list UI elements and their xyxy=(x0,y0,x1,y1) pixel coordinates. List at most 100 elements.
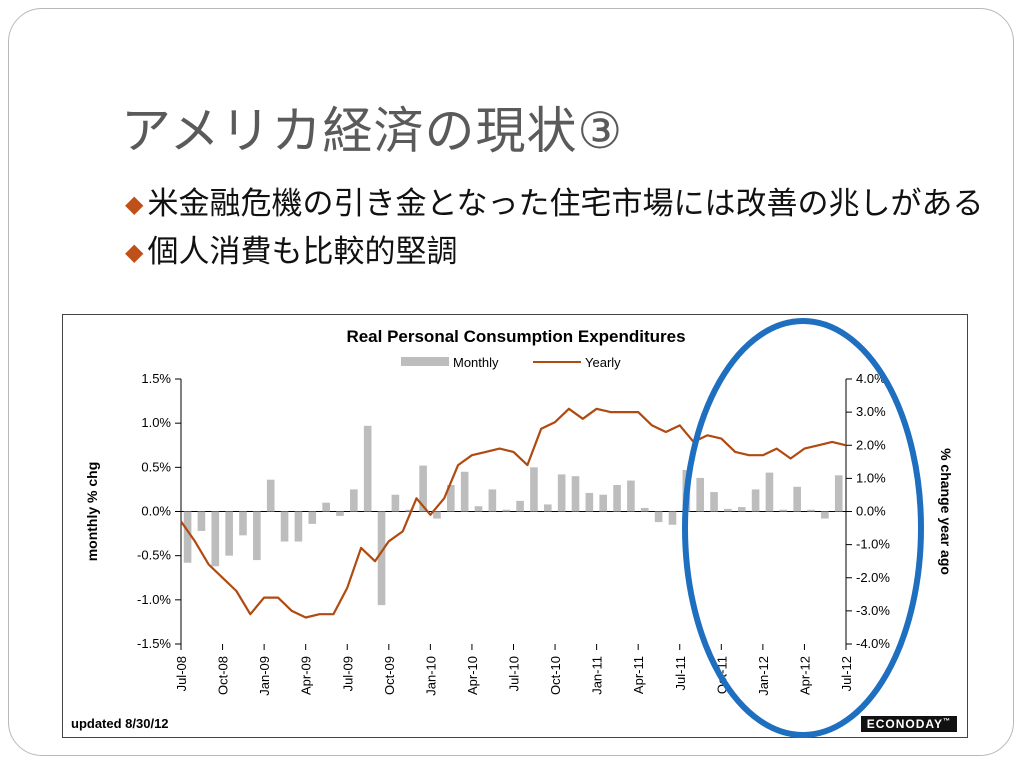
left-tick-label: 0.0% xyxy=(141,504,171,519)
x-tick-label: Jan-09 xyxy=(257,656,272,696)
x-tick-label: Jan-12 xyxy=(756,656,771,696)
left-tick-label: -1.5% xyxy=(137,636,171,651)
chart-title: Real Personal Consumption Expenditures xyxy=(346,327,685,346)
legend-swatch-monthly xyxy=(401,357,449,366)
bullet-text: 米金融危機の引き金となった住宅市場には改善の兆しがある xyxy=(147,186,984,222)
bar-monthly xyxy=(474,506,483,512)
bar-monthly xyxy=(211,511,220,567)
bar-monthly xyxy=(543,504,552,512)
bar-monthly xyxy=(627,480,635,512)
bar-monthly xyxy=(530,467,538,512)
right-tick-label: 0.0% xyxy=(856,504,886,519)
chart-footnote: updated 8/30/12 xyxy=(71,716,169,731)
right-tick-label: 4.0% xyxy=(856,371,886,386)
bar-monthly xyxy=(488,489,497,512)
x-tick-label: Jul-11 xyxy=(673,656,688,690)
line-yearly xyxy=(180,407,847,619)
bar-monthly xyxy=(613,485,621,512)
pce-chart: Real Personal Consumption Expenditures Mo… xyxy=(84,318,954,738)
right-tick-label: -1.0% xyxy=(856,537,890,552)
bar-monthly xyxy=(308,511,317,524)
y-axis-label-left: monthly % chg xyxy=(84,462,100,562)
left-tick-label: 1.0% xyxy=(141,415,171,430)
y-axis-label-right: % change year ago xyxy=(938,448,954,575)
left-tick-label: 0.5% xyxy=(141,459,171,474)
bar-monthly xyxy=(516,500,524,512)
bullet-text: 個人消費も比較的堅調 xyxy=(147,234,458,270)
bar-monthly xyxy=(460,471,469,512)
x-tick-label: Jan-11 xyxy=(590,656,605,695)
bar-monthly xyxy=(253,511,261,561)
right-tick-label: 1.0% xyxy=(856,470,886,485)
bar-monthly xyxy=(599,494,608,512)
diamond-bullet-icon: ◆ xyxy=(125,190,144,218)
diamond-bullet-icon: ◆ xyxy=(125,238,144,266)
right-tick-label: 2.0% xyxy=(856,437,886,452)
highlight-ellipse xyxy=(682,318,924,738)
bullet-item: ◆ 米金融危機の引き金となった住宅市場には改善の兆しがある xyxy=(125,185,995,223)
right-tick-label: -4.0% xyxy=(856,636,890,651)
legend-label-yearly: Yearly xyxy=(585,355,621,370)
bar-monthly xyxy=(502,509,511,512)
logo-trademark: ™ xyxy=(943,718,951,725)
bar-monthly xyxy=(447,485,455,512)
bar-monthly xyxy=(197,511,206,531)
left-tick-label: -1.0% xyxy=(137,592,171,607)
bar-monthly xyxy=(183,511,192,563)
x-tick-label: Oct-10 xyxy=(548,656,563,695)
bar-monthly xyxy=(239,511,247,536)
bar-monthly xyxy=(225,511,233,556)
x-tick-label: Oct-08 xyxy=(216,656,231,695)
bar-monthly xyxy=(419,465,427,512)
slide-title: アメリカ経済の現状③ xyxy=(121,102,624,160)
x-tick-label: Apr-10 xyxy=(465,656,480,695)
bar-monthly xyxy=(751,489,760,512)
x-tick-label: Jul-12 xyxy=(839,656,854,691)
bar-monthly xyxy=(724,508,732,512)
bar-monthly xyxy=(350,489,358,512)
left-tick-label: -0.5% xyxy=(137,548,171,563)
left-tick-label: 1.5% xyxy=(141,371,171,386)
x-tick-label: Apr-12 xyxy=(797,656,812,695)
bar-monthly xyxy=(266,479,275,512)
x-tick-label: Jan-10 xyxy=(423,656,438,696)
bullet-item: ◆ 個人消費も比較的堅調 xyxy=(125,233,995,271)
econoday-logo: ECONODAY™ xyxy=(860,716,957,732)
bar-monthly xyxy=(336,511,344,516)
bar-monthly xyxy=(737,507,746,512)
bar-monthly xyxy=(363,425,372,512)
bar-monthly xyxy=(710,492,718,512)
bar-monthly xyxy=(557,474,566,512)
bar-monthly xyxy=(405,509,414,512)
bar-monthly xyxy=(793,486,801,512)
bar-monthly xyxy=(696,477,704,512)
x-tick-label: Jul-09 xyxy=(340,656,355,691)
right-tick-label: 3.0% xyxy=(856,404,886,419)
bar-monthly xyxy=(654,511,663,523)
x-tick-label: Apr-11 xyxy=(631,656,646,694)
bar-monthly xyxy=(585,492,594,512)
right-tick-label: -2.0% xyxy=(856,570,890,585)
bar-monthly xyxy=(391,494,400,512)
bar-monthly xyxy=(640,507,649,512)
bar-monthly xyxy=(377,511,386,606)
right-tick-label: -3.0% xyxy=(856,603,890,618)
chart-frame: Real Personal Consumption Expenditures Mo… xyxy=(62,314,968,738)
bar-monthly xyxy=(280,511,289,542)
x-tick-label: Oct-09 xyxy=(382,656,397,695)
bar-monthly xyxy=(322,502,330,512)
logo-text: ECONODAY xyxy=(866,717,943,731)
x-tick-label: Jul-10 xyxy=(507,656,522,691)
bar-monthly xyxy=(821,511,829,519)
bar-monthly xyxy=(294,511,303,542)
bar-monthly xyxy=(433,511,441,519)
x-tick-label: Jul-08 xyxy=(174,656,189,691)
bar-monthly xyxy=(765,472,774,512)
bar-monthly xyxy=(779,509,788,512)
bar-monthly xyxy=(668,511,677,525)
bullet-list: ◆ 米金融危機の引き金となった住宅市場には改善の兆しがある ◆ 個人消費も比較的… xyxy=(125,185,995,281)
bar-monthly xyxy=(807,509,815,512)
bar-monthly xyxy=(834,475,843,512)
legend-label-monthly: Monthly xyxy=(453,355,499,370)
x-tick-label: Apr-09 xyxy=(299,656,314,695)
